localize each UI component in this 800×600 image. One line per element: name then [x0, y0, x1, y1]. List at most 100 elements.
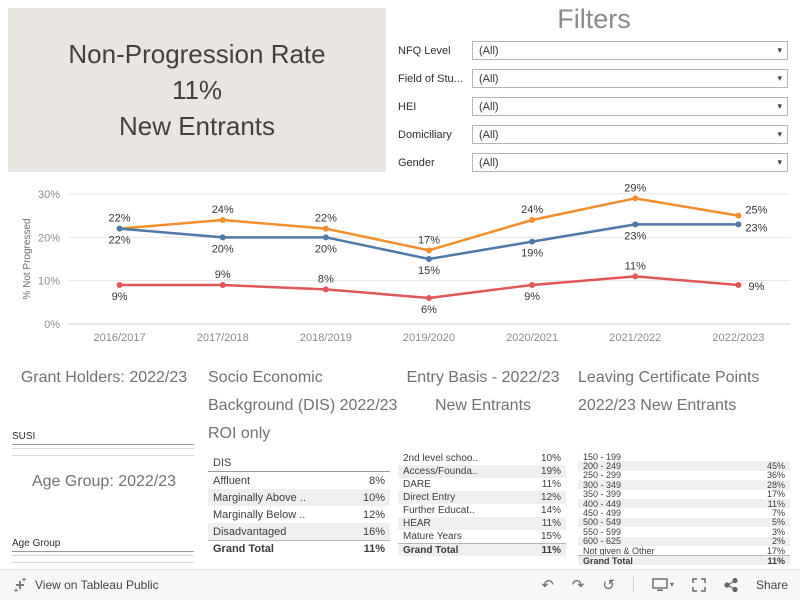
undo-icon[interactable]: ↶ [541, 576, 554, 594]
entry-basis-table: 2nd level schoo.. 10% Access/Founda.. 19% DA… [398, 452, 566, 556]
table-row[interactable]: Marginally Below .. 12% [208, 506, 390, 523]
table-row[interactable]: HEAR 11% [398, 517, 566, 530]
x-tick-label: 2016/2017 [94, 332, 146, 344]
view-on-tableau-public-link[interactable]: View on Tableau Public [35, 578, 159, 592]
data-point[interactable] [529, 238, 536, 245]
data-point[interactable] [116, 225, 123, 232]
data-point[interactable] [322, 234, 329, 241]
data-point[interactable] [426, 256, 432, 262]
x-tick-label: 2021/2022 [609, 332, 661, 344]
data-label: 24% [212, 204, 234, 216]
table-row[interactable]: Affluent 8% [208, 472, 390, 489]
filter-dropdown[interactable]: (All) ▾ [472, 153, 788, 172]
row-label: 550 - 599 [583, 527, 622, 537]
redo-icon[interactable]: ↷ [571, 576, 585, 594]
data-point[interactable] [219, 282, 226, 288]
data-label: 22% [109, 235, 131, 247]
table-row[interactable]: 150 - 199 [578, 452, 790, 461]
row-value: 11% [541, 544, 561, 556]
y-tick-label: 10% [38, 276, 60, 288]
table-row[interactable]: 2nd level schoo.. 10% [398, 452, 566, 465]
filter-dropdown[interactable]: (All) ▾ [472, 97, 788, 116]
susi-table-label: SUSI [12, 431, 36, 442]
chevron-down-icon: ▾ [777, 157, 782, 167]
table-row[interactable]: 300 - 349 28% [578, 480, 790, 490]
series-line-red[interactable] [119, 275, 739, 300]
table-row[interactable]: 550 - 599 3% [578, 527, 790, 536]
filter-dropdown[interactable]: (All) ▾ [472, 69, 788, 88]
data-point[interactable] [219, 217, 226, 223]
row-value: 45% [766, 461, 785, 471]
row-value: 2% [771, 536, 785, 546]
table-row[interactable]: Direct Entry 12% [398, 491, 566, 504]
x-tick-label: 2017/2018 [197, 332, 249, 344]
chevron-down-icon: ▾ [777, 101, 782, 111]
row-label: 2nd level schoo.. [403, 453, 479, 464]
table-row[interactable]: 450 - 499 7% [578, 508, 790, 517]
chevron-down-icon: ▾ [777, 45, 782, 55]
filter-dropdown[interactable]: (All) ▾ [472, 125, 788, 144]
age-group-mini-table[interactable] [12, 551, 194, 564]
data-point[interactable] [426, 247, 432, 254]
table-row[interactable]: 500 - 549 5% [578, 517, 790, 528]
x-tick-label: 2018/2019 [300, 332, 352, 344]
table-row[interactable]: Disadvantaged 16% [208, 523, 390, 540]
table-row[interactable]: 600 - 625 2% [578, 536, 790, 546]
table-row[interactable]: Grand Total 11% [398, 543, 566, 556]
data-label: 9% [748, 281, 764, 293]
table-row[interactable]: Grand Total 11% [208, 540, 390, 557]
table-row[interactable]: Marginally Above .. 10% [208, 489, 390, 506]
data-point[interactable] [322, 286, 329, 293]
filter-dropdown[interactable]: (All) ▾ [472, 41, 788, 60]
data-point[interactable] [632, 273, 639, 280]
row-label: 300 - 349 [583, 480, 622, 490]
tableau-logo-icon[interactable] [12, 577, 28, 593]
susi-mini-table[interactable] [12, 444, 194, 459]
data-point[interactable] [735, 282, 742, 288]
row-label: DARE [403, 479, 431, 490]
data-point[interactable] [322, 225, 329, 232]
data-point[interactable] [735, 221, 742, 228]
data-point[interactable] [529, 282, 536, 288]
table-row[interactable]: Further Educat.. 14% [398, 504, 566, 517]
table-row[interactable]: 250 - 299 36% [578, 471, 790, 480]
table-row[interactable]: Access/Founda.. 19% [398, 465, 566, 478]
data-point[interactable] [632, 221, 639, 228]
download-icon[interactable]: ▾ [652, 578, 674, 592]
table-row[interactable]: Mature Years 15% [398, 530, 566, 543]
data-point[interactable] [219, 234, 226, 241]
share-icon[interactable] [724, 578, 738, 592]
entry-basis-table-rows: 2nd level schoo.. 10% Access/Founda.. 19% DA… [398, 452, 566, 556]
data-point[interactable] [116, 282, 123, 288]
table-row[interactable]: Not given & Other 17% [578, 546, 790, 555]
filter-value: (All) [479, 128, 499, 141]
data-point[interactable] [426, 295, 432, 301]
table-row[interactable]: 200 - 249 45% [578, 461, 790, 471]
entry-basis-heading: Entry Basis - 2022/23 New Entrants [406, 369, 560, 414]
share-button[interactable]: Share [755, 578, 788, 592]
row-value: 15% [540, 531, 561, 542]
table-row[interactable]: DARE 11% [398, 478, 566, 491]
row-label: HEAR [403, 518, 431, 529]
x-tick-label: 2019/2020 [403, 332, 455, 344]
data-label: 20% [315, 243, 337, 255]
row-value: 5% [771, 517, 785, 528]
data-label: 19% [521, 248, 543, 260]
socio-heading: Socio Economic Background (DIS) 2022/23 … [208, 369, 398, 442]
table-row[interactable]: Grand Total 11% [578, 555, 790, 565]
row-value: 8% [369, 474, 385, 487]
y-axis-label: % Not Progressed [22, 218, 33, 299]
chevron-down-icon: ▾ [777, 73, 782, 83]
filter-label: HEI [398, 100, 417, 113]
row-label: Marginally Below .. [213, 508, 306, 521]
data-label: 8% [318, 273, 334, 285]
filter-label: Field of Stu... [398, 72, 463, 85]
y-tick-label: 30% [38, 189, 60, 201]
reset-icon[interactable]: ↺ [602, 576, 615, 594]
data-point[interactable] [529, 217, 536, 223]
data-point[interactable] [735, 212, 742, 219]
table-row[interactable]: 350 - 399 17% [578, 490, 790, 499]
table-row[interactable]: 400 - 449 11% [578, 498, 790, 509]
data-point[interactable] [632, 195, 639, 202]
fullscreen-icon[interactable] [692, 578, 706, 592]
